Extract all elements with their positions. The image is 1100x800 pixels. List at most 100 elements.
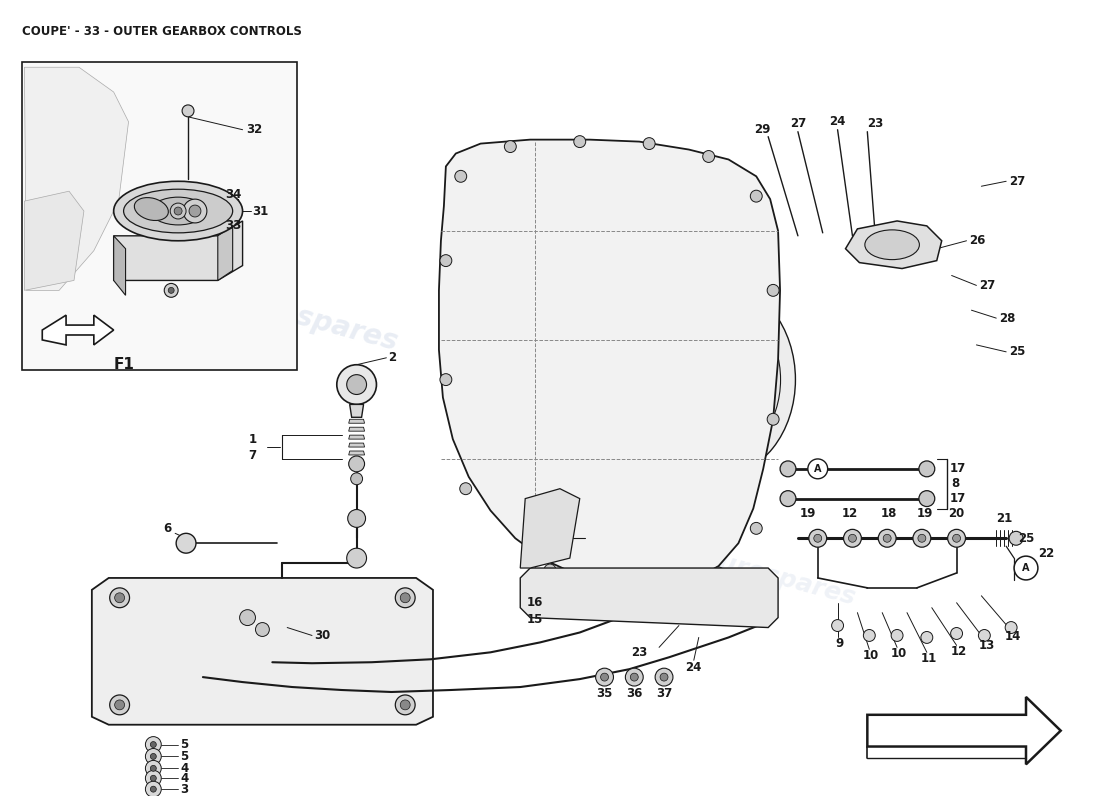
Text: 24: 24: [829, 115, 846, 128]
Text: 33: 33: [224, 219, 241, 233]
Text: 18: 18: [881, 507, 898, 520]
Circle shape: [656, 668, 673, 686]
Text: 6: 6: [163, 522, 172, 535]
Polygon shape: [439, 140, 780, 586]
Polygon shape: [113, 236, 125, 295]
Text: 20: 20: [948, 507, 965, 520]
Circle shape: [460, 482, 472, 494]
Polygon shape: [350, 405, 364, 418]
Circle shape: [918, 461, 935, 477]
Circle shape: [174, 207, 183, 215]
Text: 17: 17: [949, 492, 966, 505]
Circle shape: [183, 105, 194, 117]
Text: 36: 36: [626, 687, 642, 701]
Text: 10: 10: [891, 647, 908, 660]
Circle shape: [110, 695, 130, 714]
Circle shape: [240, 610, 255, 626]
Polygon shape: [520, 489, 580, 568]
Circle shape: [832, 619, 844, 631]
Circle shape: [346, 548, 366, 568]
Polygon shape: [349, 443, 364, 447]
Polygon shape: [349, 427, 364, 431]
Circle shape: [844, 530, 861, 547]
Polygon shape: [42, 315, 113, 345]
Circle shape: [848, 534, 857, 542]
Text: 9: 9: [835, 637, 844, 650]
Ellipse shape: [113, 182, 243, 241]
Text: 5: 5: [180, 750, 188, 763]
Circle shape: [913, 530, 931, 547]
Text: 30: 30: [314, 629, 330, 642]
Text: 14: 14: [1005, 630, 1021, 643]
Circle shape: [145, 770, 162, 786]
Circle shape: [814, 534, 822, 542]
Circle shape: [168, 287, 174, 294]
Circle shape: [114, 593, 124, 602]
Circle shape: [400, 700, 410, 710]
Circle shape: [505, 141, 516, 153]
Text: 31: 31: [253, 205, 268, 218]
Circle shape: [918, 490, 935, 506]
Text: 15: 15: [527, 613, 543, 626]
Circle shape: [750, 190, 762, 202]
Text: 19: 19: [916, 507, 933, 520]
Circle shape: [145, 782, 162, 797]
Circle shape: [255, 622, 270, 637]
Text: 21: 21: [997, 512, 1012, 525]
Text: 37: 37: [656, 687, 672, 701]
Circle shape: [170, 203, 186, 219]
Text: 12: 12: [950, 645, 967, 658]
Text: 1: 1: [249, 433, 256, 446]
Circle shape: [780, 461, 796, 477]
Polygon shape: [24, 67, 129, 290]
Polygon shape: [349, 419, 364, 423]
Text: eurospares: eurospares: [223, 284, 400, 356]
Circle shape: [807, 459, 827, 478]
Circle shape: [400, 593, 410, 602]
Circle shape: [864, 630, 876, 642]
Text: 12: 12: [842, 507, 858, 520]
Circle shape: [634, 577, 646, 589]
Ellipse shape: [657, 300, 781, 459]
Polygon shape: [349, 435, 364, 439]
Ellipse shape: [865, 230, 920, 260]
Text: 10: 10: [864, 649, 879, 662]
Text: 16: 16: [527, 596, 543, 610]
Circle shape: [454, 170, 466, 182]
Polygon shape: [867, 697, 1060, 764]
Circle shape: [1014, 556, 1038, 580]
Circle shape: [395, 695, 415, 714]
Circle shape: [176, 534, 196, 553]
Circle shape: [1005, 622, 1018, 634]
Circle shape: [660, 673, 668, 681]
Circle shape: [948, 530, 966, 547]
Circle shape: [114, 700, 124, 710]
Polygon shape: [24, 191, 84, 290]
Polygon shape: [520, 568, 778, 627]
Circle shape: [626, 668, 644, 686]
Text: A: A: [1022, 563, 1030, 573]
Circle shape: [151, 766, 156, 771]
Circle shape: [440, 254, 452, 266]
Circle shape: [917, 534, 926, 542]
Text: 29: 29: [754, 123, 770, 136]
Circle shape: [110, 588, 130, 608]
Text: 24: 24: [685, 661, 702, 674]
Circle shape: [750, 522, 762, 534]
Text: 26: 26: [969, 234, 986, 247]
Circle shape: [630, 673, 638, 681]
Text: 13: 13: [978, 639, 994, 652]
Text: 17: 17: [949, 462, 966, 475]
Text: 5: 5: [180, 738, 188, 751]
Circle shape: [574, 136, 585, 147]
Text: 4: 4: [180, 762, 188, 775]
Circle shape: [780, 490, 796, 506]
Text: 34: 34: [224, 188, 241, 201]
Circle shape: [151, 742, 156, 747]
Text: 23: 23: [867, 118, 883, 130]
Circle shape: [544, 564, 556, 576]
Text: 8: 8: [952, 478, 960, 490]
Circle shape: [351, 473, 363, 485]
Ellipse shape: [151, 197, 206, 225]
Circle shape: [189, 205, 201, 217]
